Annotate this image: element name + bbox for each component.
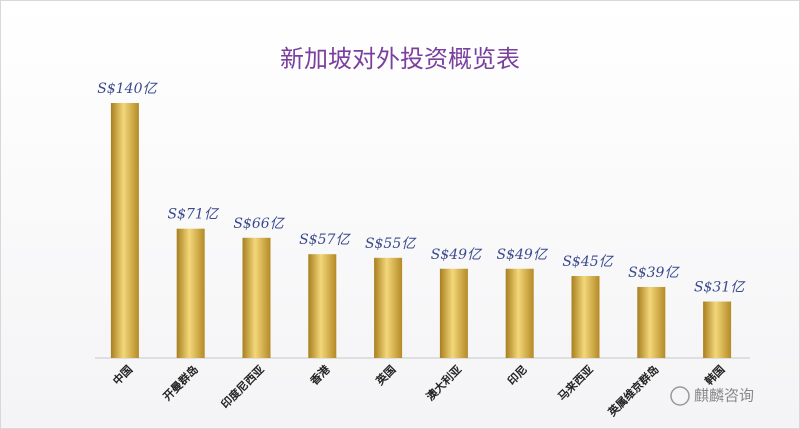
chart-title: 新加坡对外投资概览表 <box>280 45 520 73</box>
bar <box>439 268 468 358</box>
bar <box>703 301 732 358</box>
watermark: 麒麟咨询 <box>694 387 754 405</box>
watermark-icon <box>670 386 690 406</box>
value-label: S$49亿 <box>431 247 483 263</box>
bar <box>374 257 403 358</box>
bar <box>505 268 534 358</box>
bar <box>110 103 139 358</box>
bar <box>242 237 271 358</box>
bar <box>571 276 600 358</box>
watermark-group: 麒麟咨询 <box>670 386 754 406</box>
value-label: S$39亿 <box>628 265 680 281</box>
value-label: S$140亿 <box>97 81 158 97</box>
value-label: S$45亿 <box>562 254 614 270</box>
value-label: S$49亿 <box>497 247 549 263</box>
value-label: S$57亿 <box>299 232 351 248</box>
value-label: S$71亿 <box>168 207 220 223</box>
bar <box>308 254 337 358</box>
bar <box>637 286 666 358</box>
value-label: S$55亿 <box>365 236 417 252</box>
value-label: S$66亿 <box>233 216 285 232</box>
value-label: S$31亿 <box>694 280 746 296</box>
bar <box>176 228 205 358</box>
